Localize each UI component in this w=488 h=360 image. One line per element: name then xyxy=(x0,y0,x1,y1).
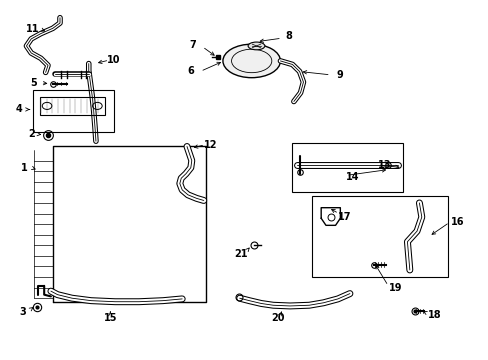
Text: 4: 4 xyxy=(16,104,22,114)
Text: 19: 19 xyxy=(388,283,402,293)
Text: 1: 1 xyxy=(20,163,27,173)
Text: 20: 20 xyxy=(271,313,284,323)
Text: 12: 12 xyxy=(204,140,217,150)
Text: 2: 2 xyxy=(28,129,35,139)
Text: 9: 9 xyxy=(336,70,343,80)
Text: 16: 16 xyxy=(450,217,464,227)
Ellipse shape xyxy=(247,42,264,50)
Text: 3: 3 xyxy=(20,307,26,317)
Text: 18: 18 xyxy=(427,310,441,320)
Text: 7: 7 xyxy=(189,40,196,50)
Text: 10: 10 xyxy=(107,55,121,65)
Text: 17: 17 xyxy=(338,212,351,222)
Text: 6: 6 xyxy=(187,66,194,76)
Text: 13: 13 xyxy=(377,160,391,170)
Text: 14: 14 xyxy=(346,172,359,182)
Text: 8: 8 xyxy=(285,31,291,41)
Text: 11: 11 xyxy=(26,24,40,34)
Text: 15: 15 xyxy=(103,313,117,323)
Text: 21: 21 xyxy=(233,249,247,259)
Bar xyxy=(40,97,104,115)
Bar xyxy=(33,90,114,132)
Bar xyxy=(292,143,402,192)
Bar xyxy=(311,196,447,277)
Ellipse shape xyxy=(223,44,280,78)
Text: 5: 5 xyxy=(30,78,37,88)
